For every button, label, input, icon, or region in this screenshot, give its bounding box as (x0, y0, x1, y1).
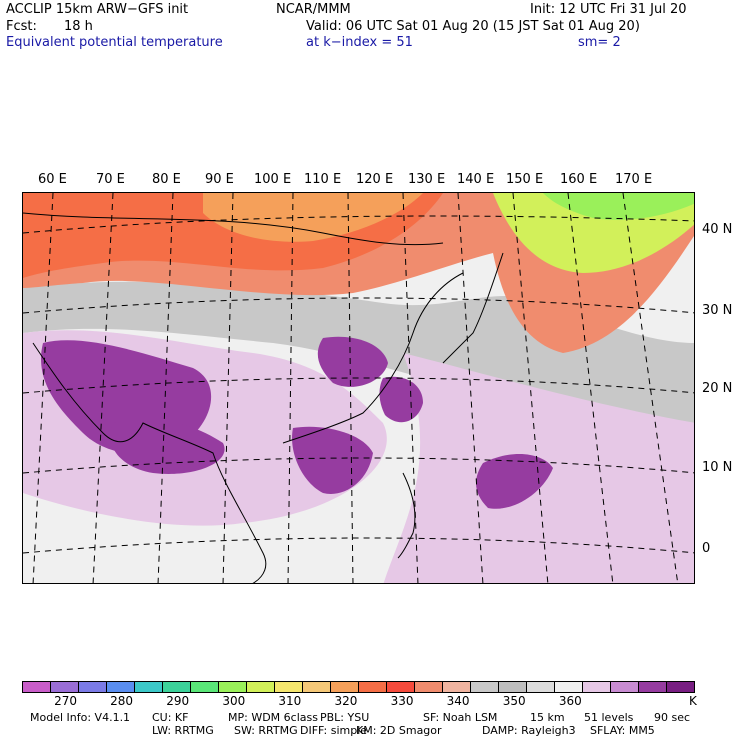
graticule (23, 193, 694, 583)
colorbar-label: 360 (558, 694, 582, 708)
dark-purple-china (317, 336, 388, 387)
lat-label: 40 N (702, 222, 733, 237)
lat-label: 20 N (702, 381, 733, 396)
model-info-item: MP: WDM 6class (228, 711, 318, 724)
colorbar-swatch (667, 682, 694, 692)
init-time: Init: 12 UTC Fri 31 Jul 20 (530, 2, 687, 17)
green-band (543, 193, 694, 220)
model-info-item: DIFF: simple (300, 724, 368, 737)
colorbar-swatch (415, 682, 443, 692)
lon-label: 70 E (96, 172, 125, 187)
colorbar-swatch (527, 682, 555, 692)
dark-purple-scs (292, 426, 373, 494)
colorbar-swatch (499, 682, 527, 692)
colorbar-swatch (79, 682, 107, 692)
colorbar-label: 270 (54, 694, 77, 708)
colorbar-swatch (219, 682, 247, 692)
fcst-label: Fcst: (6, 19, 37, 34)
valid-time: Valid: 06 UTC Sat 01 Aug 20 (15 JST Sat … (306, 19, 640, 34)
model-info-item: KM: 2D Smagor (356, 724, 442, 737)
colorbar-swatch (443, 682, 471, 692)
colorbar-label: 290 (166, 694, 190, 708)
colorbar-unit: K (689, 694, 697, 708)
colorbar-swatch (135, 682, 163, 692)
colorbar-swatch (387, 682, 415, 692)
colorbar-label: 340 (446, 694, 470, 708)
colorbar-label: 320 (334, 694, 358, 708)
colorbar-swatch (275, 682, 303, 692)
colorbar-swatch (611, 682, 639, 692)
colorbar-label: 310 (278, 694, 302, 708)
lat-label: 0 (702, 541, 711, 556)
dark-purple-taiwan (379, 376, 423, 423)
model-info-item: 90 sec (654, 711, 691, 724)
colorbar-swatch (555, 682, 583, 692)
org-label: NCAR/MMM (276, 2, 351, 17)
lon-label: 120 E (356, 172, 394, 187)
lat-label: 30 N (702, 303, 733, 318)
lon-label: 110 E (304, 172, 342, 187)
fcst-value: 18 h (64, 19, 93, 34)
colorbar-swatch (359, 682, 387, 692)
model-info-item: CU: KF (152, 711, 189, 724)
model-info-item: 51 levels (584, 711, 634, 724)
model-info-item: SFLAY: MM5 (590, 724, 655, 737)
theta-e-map (23, 193, 694, 583)
model-info-item: PBL: YSU (320, 711, 370, 724)
colorbar-swatch (163, 682, 191, 692)
lon-label: 130 E (408, 172, 446, 187)
model-info-item: SW: RRTMG (234, 724, 298, 737)
model-info-item: 15 km (530, 711, 565, 724)
colorbar (22, 681, 695, 693)
model-title: ACCLIP 15km ARW−GFS init (6, 2, 189, 17)
dark-purple-pacific (476, 453, 553, 509)
coastlines (23, 212, 504, 583)
colorbar-label: 280 (110, 694, 134, 708)
model-info-item: SF: Noah LSM (423, 711, 498, 724)
lon-label: 140 E (457, 172, 495, 187)
smooth-label: sm= 2 (578, 35, 621, 50)
colorbar-swatch (51, 682, 79, 692)
lon-label: 60 E (38, 172, 67, 187)
colorbar-swatch (107, 682, 135, 692)
lon-label: 80 E (152, 172, 181, 187)
colorbar-swatch (639, 682, 667, 692)
colorbar-label: 300 (222, 694, 246, 708)
lon-label: 100 E (254, 172, 292, 187)
lon-label: 160 E (560, 172, 598, 187)
field-name: Equivalent potential temperature (6, 35, 223, 50)
lon-label: 150 E (506, 172, 544, 187)
map-panel (22, 192, 695, 584)
model-info-item: LW: RRTMG (152, 724, 214, 737)
colorbar-swatch (583, 682, 611, 692)
model-info-item: Model Info: V4.1.1 (30, 711, 131, 724)
colorbar-swatch (471, 682, 499, 692)
colorbar-swatch (191, 682, 219, 692)
colorbar-swatch (331, 682, 359, 692)
lon-label: 170 E (615, 172, 653, 187)
colorbar-label: 330 (390, 694, 414, 708)
level-label: at k−index = 51 (306, 35, 413, 50)
lat-label: 10 N (702, 460, 733, 475)
model-info-item: DAMP: Rayleigh3 (482, 724, 576, 737)
colorbar-label: 350 (502, 694, 526, 708)
dark-purple-bay (110, 419, 225, 474)
colorbar-swatch (303, 682, 331, 692)
colorbar-swatch (247, 682, 275, 692)
lon-label: 90 E (205, 172, 234, 187)
colorbar-swatch (23, 682, 51, 692)
